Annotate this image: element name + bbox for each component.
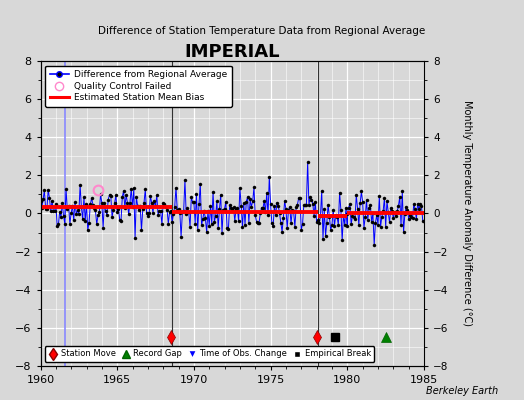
Title: IMPERIAL: IMPERIAL <box>184 43 280 61</box>
Legend: Station Move, Record Gap, Time of Obs. Change, Empirical Break: Station Move, Record Gap, Time of Obs. C… <box>45 346 374 362</box>
Y-axis label: Monthly Temperature Anomaly Difference (°C): Monthly Temperature Anomaly Difference (… <box>462 100 472 326</box>
Text: Difference of Station Temperature Data from Regional Average: Difference of Station Temperature Data f… <box>99 26 425 36</box>
Text: Berkeley Earth: Berkeley Earth <box>425 386 498 396</box>
